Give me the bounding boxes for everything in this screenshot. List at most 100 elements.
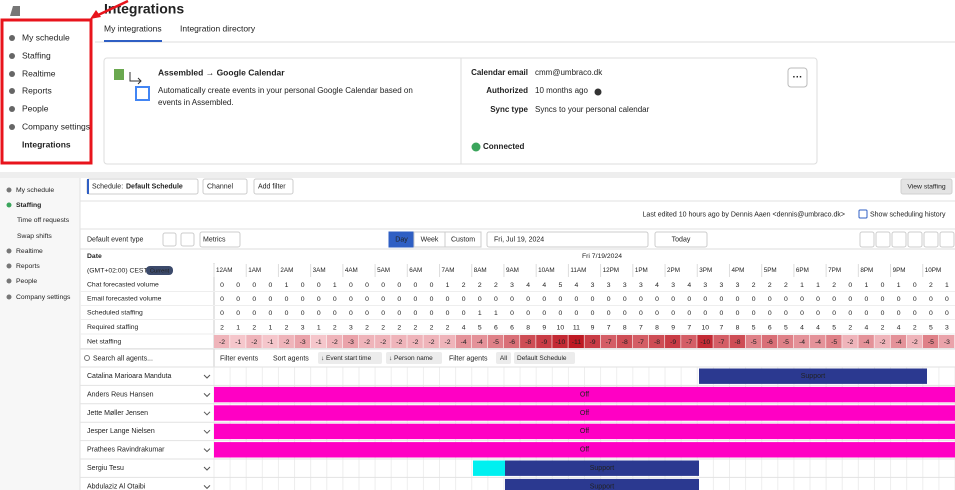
metric-value: -4 [815,339,821,346]
event-block[interactable] [214,386,955,403]
net-cell [632,335,649,348]
view-toggle[interactable] [444,231,482,248]
add-filter[interactable] [253,178,294,195]
event-block[interactable] [505,460,699,476]
integration-name: Assembled → Google Calendar [158,67,285,77]
view-label[interactable]: Day [395,236,408,243]
nav-item[interactable]: Integrations [22,139,71,149]
metric-value: 0 [832,296,836,303]
tool-button[interactable] [923,231,939,248]
history-link[interactable]: Show scheduling history [870,211,946,218]
nav-item[interactable]: Realtime [16,248,43,255]
event-block[interactable] [699,368,927,384]
view-label[interactable]: Week [421,236,439,243]
metric-value: 0 [591,310,595,317]
logo [10,6,20,16]
hour-label: 6AM [409,267,422,274]
agent-search[interactable]: Search all agents... [93,355,153,362]
metric-value: 2 [752,282,756,289]
nav-icon [9,124,15,130]
nav-item[interactable]: Time off requests [17,217,70,224]
agent-name[interactable]: Sergiu Tesu [87,465,124,472]
agent-name[interactable]: Jette Møller Jensen [87,410,148,417]
metric-value: 5 [752,324,756,331]
metric-value: 3 [639,282,643,289]
net-cell [665,335,681,348]
view-staffing[interactable] [900,178,953,195]
event-block[interactable] [214,423,955,440]
metric-value: 3 [671,282,675,289]
expand-icon[interactable] [203,485,211,490]
icon-button[interactable] [162,232,177,247]
event-type[interactable]: Default event type [87,236,144,243]
filter-events[interactable]: Filter events [220,355,259,362]
date-value[interactable]: Fri, Jul 19, 2024 [494,236,544,243]
today-button[interactable] [654,231,708,248]
metrics[interactable]: Metrics [203,236,226,243]
expand-icon[interactable] [203,466,211,471]
metric-value: 0 [542,296,546,303]
agent-name[interactable]: Abdulaziz Al Otaibi [87,483,146,490]
expand-icon[interactable] [203,374,211,379]
agent-name[interactable]: Jesper Lange Nielsen [87,428,155,435]
metric-value: 0 [301,282,305,289]
nav-item[interactable]: People [22,103,49,113]
tool-button[interactable] [907,231,923,248]
nav-item[interactable]: Staffing [22,50,51,60]
metric-value: 0 [881,310,885,317]
metric-value: -8 [735,339,741,346]
expand-icon[interactable] [203,393,211,398]
view-label[interactable]: Custom [451,236,475,243]
metric-value: 2 [333,324,337,331]
tool-button[interactable] [875,231,891,248]
tool-button[interactable] [939,231,955,248]
menu-icon[interactable]: ··· [793,72,803,83]
nav-item[interactable]: Reports [16,263,40,270]
today[interactable]: Today [672,236,691,243]
metric-value: 0 [800,310,804,317]
nav-item[interactable]: Company settings [22,121,90,131]
metric-value: 2 [430,324,434,331]
nav-item[interactable]: Company settings [16,294,71,301]
schedule-value: Default Schedule [126,183,183,190]
hour-label: 10AM [538,267,554,274]
expand-icon[interactable] [203,429,211,434]
nav-item[interactable]: Reports [22,85,52,95]
metrics-button[interactable] [199,231,241,248]
metric-value: 0 [252,310,256,317]
event-block[interactable] [214,405,955,421]
metric-value: 3 [945,324,949,331]
nav-item[interactable]: My schedule [16,187,54,194]
metric-value: -7 [718,339,724,346]
agent-name[interactable]: Catalina Marioara Manduta [87,373,172,380]
net-cell [407,335,423,348]
channel-select[interactable] [202,178,248,195]
metric-value: 2 [881,324,885,331]
agent-name[interactable]: Prathees Ravindrakumar [87,447,165,454]
menu-button[interactable] [787,67,808,88]
nav-item[interactable]: My schedule [22,32,70,42]
expand-icon[interactable] [203,448,211,453]
tool-button[interactable] [859,231,875,248]
nav-item[interactable]: Swap shifts [17,233,52,240]
icon-button[interactable] [180,232,195,247]
metric-value: -2 [879,339,885,346]
filter-agents[interactable]: Filter agents [449,355,488,362]
nav-item[interactable]: Staffing [16,202,41,209]
event-block[interactable] [505,478,699,490]
nav-item[interactable]: Realtime [22,68,56,78]
tab[interactable]: My integrations [104,23,162,33]
tool-button[interactable] [891,231,907,248]
sort-agents[interactable]: Sort agents [273,355,309,362]
nav-item[interactable]: People [16,278,37,285]
tab[interactable]: Integration directory [180,23,256,33]
metric-value: 0 [430,296,434,303]
assembled-logo [114,69,124,80]
field-value: 10 months ago [535,86,588,95]
expand-icon[interactable] [203,411,211,416]
agent-name[interactable]: Anders Reus Hansen [87,391,154,398]
event-block[interactable] [214,442,955,458]
date-picker[interactable] [486,231,649,248]
highlight-arrowhead [90,10,101,19]
